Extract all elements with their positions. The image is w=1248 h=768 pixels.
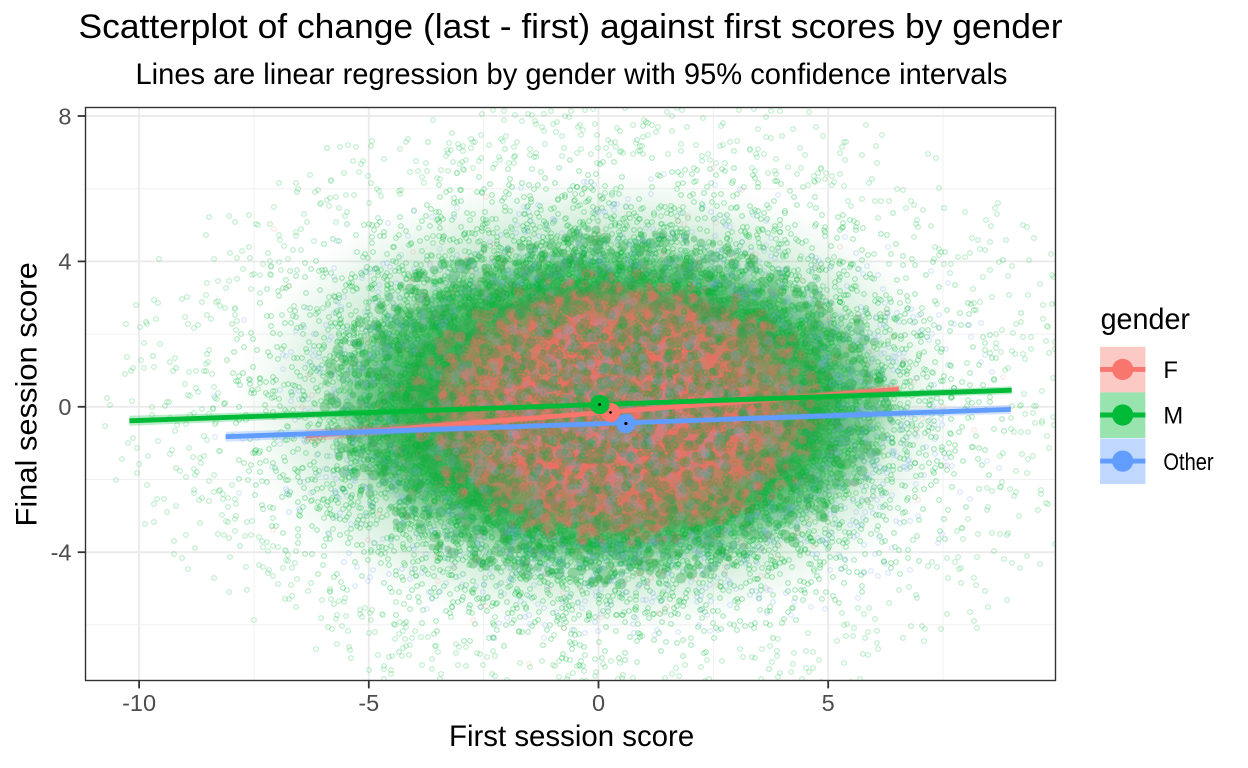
svg-text:Final session score: Final session score [10,262,43,526]
svg-text:F: F [1163,357,1178,384]
svg-text:4: 4 [58,249,71,275]
svg-text:Scatterplot of change (last -: Scatterplot of change (last - first) aga… [79,8,1063,46]
svg-text:M: M [1163,403,1183,430]
svg-text:Lines are linear regression by: Lines are linear regression by gender wi… [136,58,1008,91]
svg-text:0: 0 [592,690,605,716]
svg-text:5: 5 [822,690,835,716]
svg-text:8: 8 [58,103,71,129]
svg-text:-4: -4 [51,540,72,566]
svg-text:First session score: First session score [449,720,694,753]
svg-text:-5: -5 [358,690,379,716]
svg-text:-10: -10 [122,690,156,716]
svg-text:0: 0 [58,394,71,420]
svg-text:Other: Other [1163,449,1213,476]
svg-text:gender: gender [1101,303,1191,336]
